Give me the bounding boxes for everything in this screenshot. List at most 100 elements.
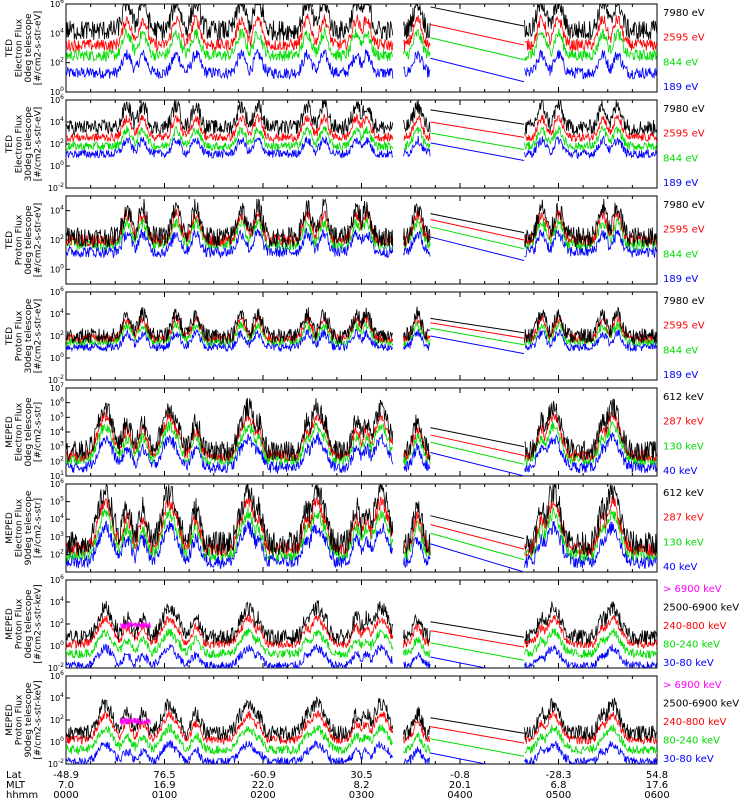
ylabel-line: Proton Flux <box>15 214 25 265</box>
series-line <box>66 397 657 462</box>
ylabel-line: TED <box>5 327 15 346</box>
flux-panel: 106 105 104 103 102 MEPEDElectron Flux90deg t… <box>5 478 704 573</box>
gap-interpolation-line <box>430 642 525 661</box>
gap-interpolation-line <box>430 322 525 339</box>
ylabel-line: MEPED <box>5 512 15 544</box>
y-tick-label: 102 <box>50 618 64 629</box>
ylabel-line: [#/cm2-s-str-eV] <box>34 203 44 278</box>
y-tick-label: 10-2 <box>48 758 64 769</box>
y-tick-label: 102 <box>50 714 64 725</box>
y-tick-label: 104 <box>50 205 64 216</box>
series-line <box>119 716 151 726</box>
time-axis-tick-label: 0000 <box>53 790 78 800</box>
legend-entry: 2595 eV <box>663 129 705 140</box>
legend-entry: 130 keV <box>663 441 704 452</box>
y-tick-label: 10-2 <box>48 374 64 385</box>
series-line <box>66 599 657 646</box>
time-axis-tick-label: 17.6 <box>646 780 668 791</box>
time-axis-tick-label: 0500 <box>546 790 571 800</box>
y-tick-label: 107 <box>50 382 64 393</box>
time-axis-tick-label: -28.3 <box>546 770 572 781</box>
gap-interpolation-line <box>430 226 525 250</box>
ylabel-line: TED <box>5 39 15 58</box>
ylabel-line: TED <box>5 135 15 154</box>
series-line <box>66 26 657 63</box>
gap-interpolation-line <box>430 327 525 346</box>
ylabel-line: Electron Flux <box>15 18 25 77</box>
legend-entry: 2500-6900 keV <box>663 603 739 614</box>
ylabel-line: Electron Flux <box>15 402 25 461</box>
y-tick-label: 102 <box>50 57 64 68</box>
time-axis-tick-label: 30.5 <box>350 770 372 781</box>
y-tick-label: 102 <box>50 138 64 149</box>
y-tick-label: 101 <box>50 470 64 481</box>
time-axis-row-label: MLT <box>6 780 26 791</box>
ylabel-line: [#/cm2-s-str] <box>34 402 44 462</box>
y-tick-label: 104 <box>50 27 64 38</box>
gap-interpolation-line <box>430 213 525 234</box>
flux-panel: 106 104 102 100 10-2 TEDProton Flux30deg tele… <box>5 286 705 385</box>
panel-ylabel: TEDElectron Flux0deg telescope[#/cm2-s-s… <box>5 11 44 86</box>
series-line <box>66 723 657 756</box>
time-axis-tick-label: 0200 <box>250 790 275 800</box>
gap-interpolation-line <box>430 37 525 61</box>
series-line <box>66 198 657 249</box>
ylabel-line: TED <box>5 231 15 250</box>
time-axis-tick-label: 16.9 <box>153 780 175 791</box>
ylabel-line: Proton Flux <box>15 310 25 361</box>
gap-interpolation-line <box>430 515 525 540</box>
y-tick-label: 104 <box>50 513 64 524</box>
ylabel-line: 90deg telescope <box>24 682 34 757</box>
legend-entry: 7980 eV <box>663 296 705 307</box>
ylabel-line: MEPED <box>5 608 15 640</box>
gap-interpolation-line <box>430 317 525 334</box>
ylabel-line: 0deg telescope <box>24 13 34 83</box>
legend-entry: 2500-6900 keV <box>663 699 739 710</box>
y-tick-label: 100 <box>50 160 64 171</box>
y-tick-label: 106 <box>50 574 64 585</box>
y-tick-label: 106 <box>50 397 64 408</box>
legend-entry: 287 keV <box>663 417 704 428</box>
ylabel-line: [#/cm2-s-str-keV] <box>34 584 44 663</box>
legend-entry: 844 eV <box>663 249 698 260</box>
series-line <box>66 740 657 764</box>
legend-entry: 40 keV <box>663 562 697 573</box>
series-line <box>66 135 657 160</box>
legend-entry: 189 eV <box>663 178 698 189</box>
legend-entry: 2595 eV <box>663 225 705 236</box>
legend-entry: > 6900 keV <box>663 680 722 691</box>
series-line <box>66 112 657 144</box>
legend-entry: 844 eV <box>663 57 698 68</box>
ylabel-line: [#/cm2-s-str-eV] <box>34 107 44 182</box>
ylabel-line: Proton Flux <box>15 694 25 745</box>
gap-interpolation-line <box>430 132 525 150</box>
y-tick-label: 106 <box>50 478 64 489</box>
y-tick-label: 10-2 <box>48 182 64 193</box>
series-line <box>66 484 657 557</box>
gap-interpolation-line <box>430 523 525 550</box>
legend-entry: 40 keV <box>663 466 697 477</box>
panel-ylabel: TEDProton Flux30deg telescope[#/cm2-s-st… <box>5 298 44 373</box>
time-axis-tick-label: -0.8 <box>450 770 470 781</box>
flux-panel: 104 102 100 TEDProton Flux0deg telescope[#/… <box>5 195 705 285</box>
time-axis-tick-label: 6.8 <box>551 780 567 791</box>
time-axis-tick-label: -60.9 <box>250 770 276 781</box>
legend-entry: 287 keV <box>663 513 704 524</box>
legend-entry: 240-800 keV <box>663 717 727 728</box>
y-tick-label: 104 <box>50 426 64 437</box>
gap-interpolation-line <box>430 427 525 448</box>
y-tick-label: 104 <box>50 596 64 607</box>
panel-ylabel: TEDProton Flux0deg telescope[#/cm2-s-str… <box>5 203 44 278</box>
y-tick-label: 104 <box>50 692 64 703</box>
time-axis-tick-label: 0300 <box>349 790 374 800</box>
legend-entry: 7980 eV <box>663 104 705 115</box>
legend-entry: 612 keV <box>663 488 704 499</box>
legend-entry: 612 keV <box>663 392 704 403</box>
flux-panel: 106 104 102 100 10-2 TEDElectron Flux30deg te… <box>5 94 705 193</box>
ylabel-line: [#/cm2-s-str-eV] <box>34 11 44 86</box>
flux-panel: 106 104 102 100 TEDElectron Flux0deg telesco… <box>5 0 705 97</box>
y-tick-label: 106 <box>50 0 64 9</box>
series-line <box>66 100 657 137</box>
y-tick-label: 104 <box>50 116 64 127</box>
